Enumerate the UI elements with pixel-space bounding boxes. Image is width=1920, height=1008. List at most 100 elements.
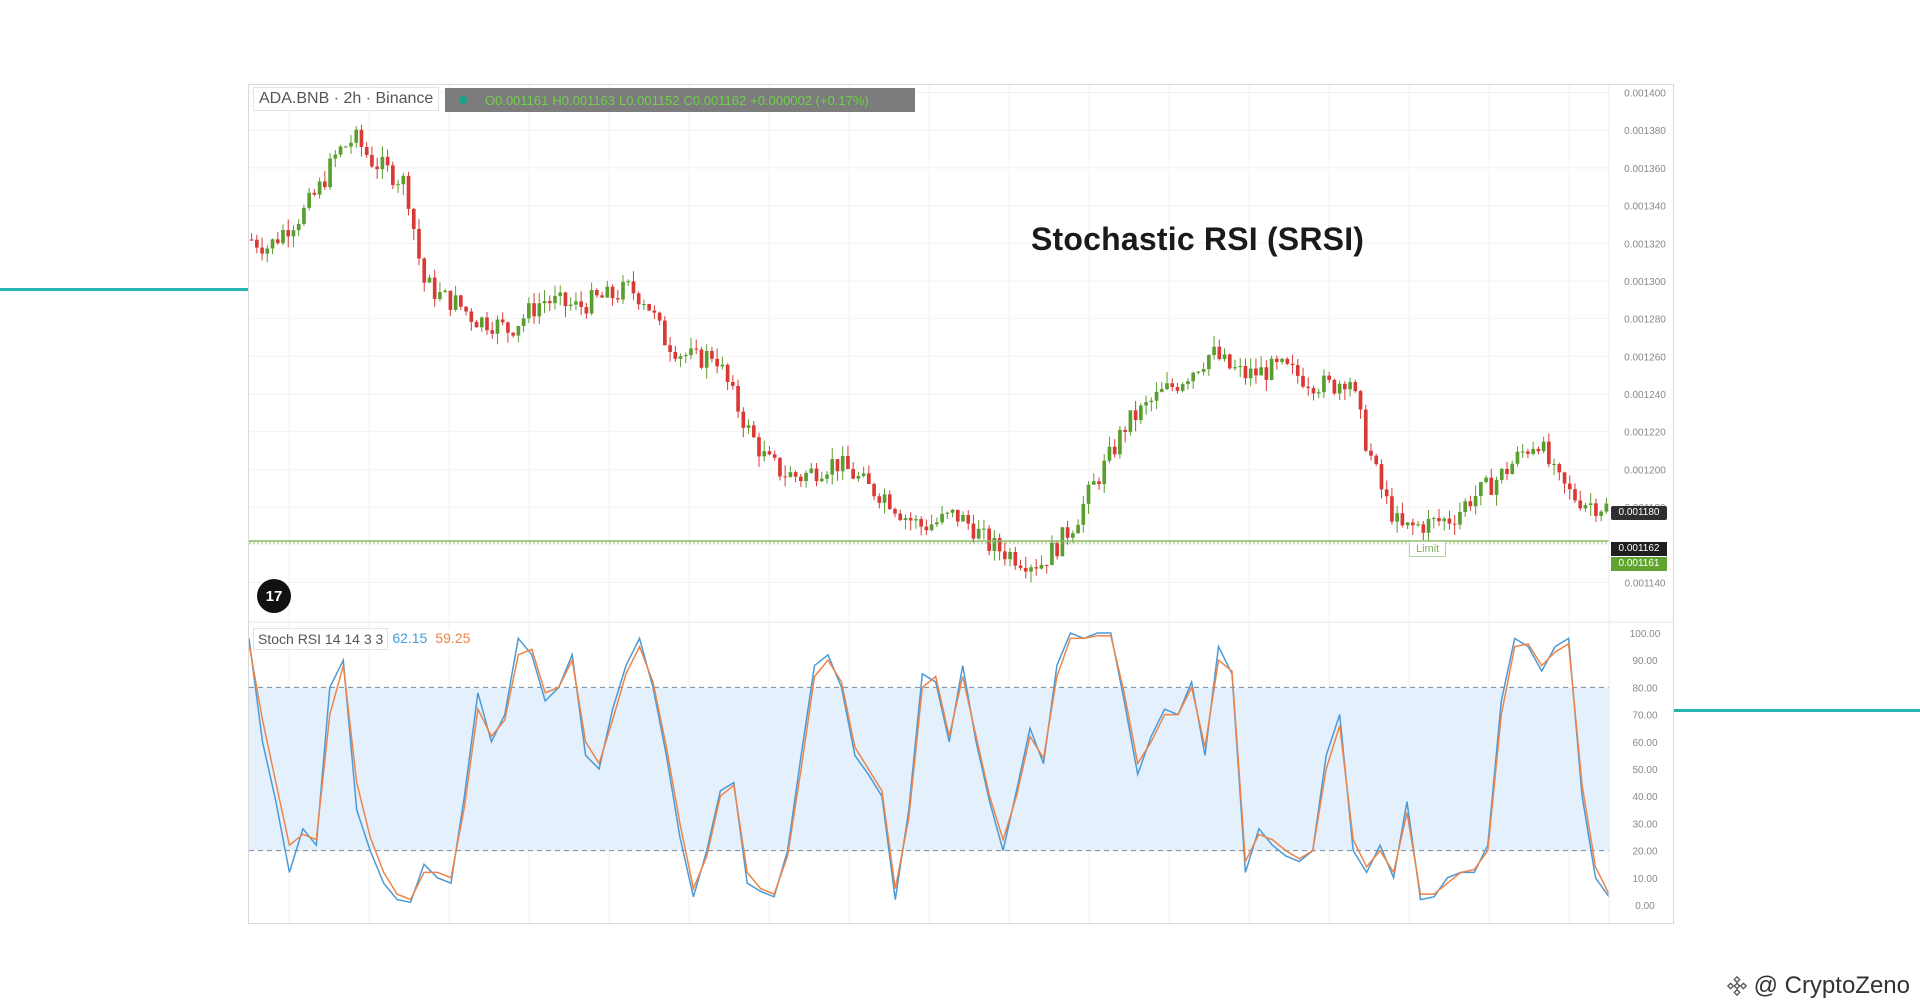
price-tick-label: 0.001340: [1624, 202, 1666, 213]
candle: [935, 517, 939, 527]
candle-body: [1248, 368, 1253, 379]
candle: [877, 493, 882, 509]
candle: [333, 150, 338, 168]
limit-order-label[interactable]: Limit: [1409, 541, 1447, 557]
candle: [438, 282, 442, 302]
stoch-rsi-name: Stoch RSI 14 14 3 3: [253, 628, 389, 650]
candle: [1384, 480, 1389, 505]
candle: [1541, 436, 1546, 454]
candle-body: [1044, 564, 1049, 566]
candle-body: [328, 158, 332, 188]
candle: [427, 274, 432, 283]
candle: [715, 348, 719, 374]
candle-body: [479, 317, 484, 328]
candle-body: [453, 295, 458, 310]
candle: [338, 145, 343, 158]
candle-body: [1578, 500, 1583, 509]
candle-body: [809, 468, 814, 473]
candle: [846, 445, 850, 470]
candle: [919, 516, 923, 536]
hover-price-tag: 0.001180: [1611, 506, 1667, 520]
candle-body: [1107, 446, 1112, 461]
candle-body: [1594, 503, 1598, 516]
candle: [814, 462, 819, 487]
candle: [1259, 356, 1263, 376]
stoch-d-line: [249, 634, 1610, 901]
candle-body: [642, 304, 646, 306]
candle: [945, 511, 950, 519]
candle: [1473, 485, 1478, 515]
candle: [391, 161, 395, 190]
candle-body: [1003, 551, 1007, 560]
candle: [1353, 379, 1358, 393]
candle: [736, 379, 740, 418]
candle: [657, 311, 662, 326]
bid-price-tag: 0.001161: [1611, 557, 1667, 571]
candle: [1390, 487, 1394, 525]
candle-body: [1275, 358, 1279, 363]
candle-body: [840, 455, 845, 472]
candle: [406, 171, 411, 216]
candle-body: [432, 277, 437, 299]
candle-body: [1510, 463, 1515, 475]
candle: [615, 289, 620, 303]
candle-body: [961, 514, 965, 522]
candle: [249, 233, 254, 242]
candle-body: [1604, 503, 1609, 512]
candle: [1588, 493, 1593, 516]
candle-body: [1227, 354, 1232, 369]
ohlc-readout: O0.001161 H0.001163 L0.001152 C0.001162 …: [445, 88, 915, 112]
candle: [589, 282, 594, 316]
candle-body: [867, 473, 871, 485]
symbol-label[interactable]: ADA.BNB · 2h · Binance: [253, 87, 440, 111]
candle: [1447, 510, 1452, 530]
tradingview-logo-icon[interactable]: 17: [257, 579, 291, 613]
candle-body: [1311, 388, 1316, 394]
candle: [1055, 540, 1059, 560]
candle: [275, 231, 280, 245]
stoch-rsi-legend[interactable]: Stoch RSI 14 14 3 3 62.15 59.25: [253, 628, 475, 650]
candle-body: [1264, 367, 1269, 380]
stoch-tick-label: 70.00: [1632, 711, 1657, 722]
candle-body: [380, 156, 385, 170]
candle: [448, 290, 453, 317]
candle: [1316, 388, 1321, 399]
candle: [422, 257, 427, 292]
candle-body: [1018, 565, 1023, 568]
candle-body: [286, 230, 291, 237]
candle: [563, 291, 568, 318]
stoch-tick-label: 10.00: [1632, 874, 1657, 885]
candle-body: [1426, 518, 1431, 533]
candle: [317, 177, 322, 199]
candle-body: [375, 166, 379, 170]
candle-body: [1091, 481, 1096, 485]
candle: [914, 515, 918, 529]
candle-body: [1285, 358, 1290, 364]
candle: [1343, 381, 1347, 400]
candle: [1604, 497, 1609, 514]
candle: [354, 126, 359, 148]
candle: [1494, 476, 1499, 506]
candle-body: [668, 345, 672, 352]
candle: [710, 347, 714, 363]
ohlc-low: L0.001152: [619, 92, 680, 108]
candle-body: [260, 247, 264, 254]
candle-body: [626, 281, 631, 283]
chart-frame[interactable]: 0.001400 0.001380 0.001360 0.001340 0.001320…: [248, 84, 1674, 924]
candle: [971, 514, 976, 544]
candle-body: [1254, 368, 1258, 376]
candle: [767, 446, 772, 456]
candle-body: [1322, 375, 1326, 393]
candle-body: [1552, 464, 1556, 466]
candle: [521, 314, 526, 333]
candle: [1510, 460, 1515, 475]
chart-canvas[interactable]: 0.001400 0.001380 0.001360 0.001340 0.001320…: [249, 85, 1673, 923]
candle: [1186, 378, 1190, 390]
candle: [495, 315, 500, 345]
stoch-tick-label: 40.00: [1632, 792, 1657, 803]
price-tick-label: 0.001220: [1624, 428, 1666, 439]
candle-body: [929, 524, 934, 531]
candle-body: [370, 154, 374, 167]
price-tick-label: 0.001320: [1624, 239, 1666, 250]
candle: [898, 509, 903, 522]
